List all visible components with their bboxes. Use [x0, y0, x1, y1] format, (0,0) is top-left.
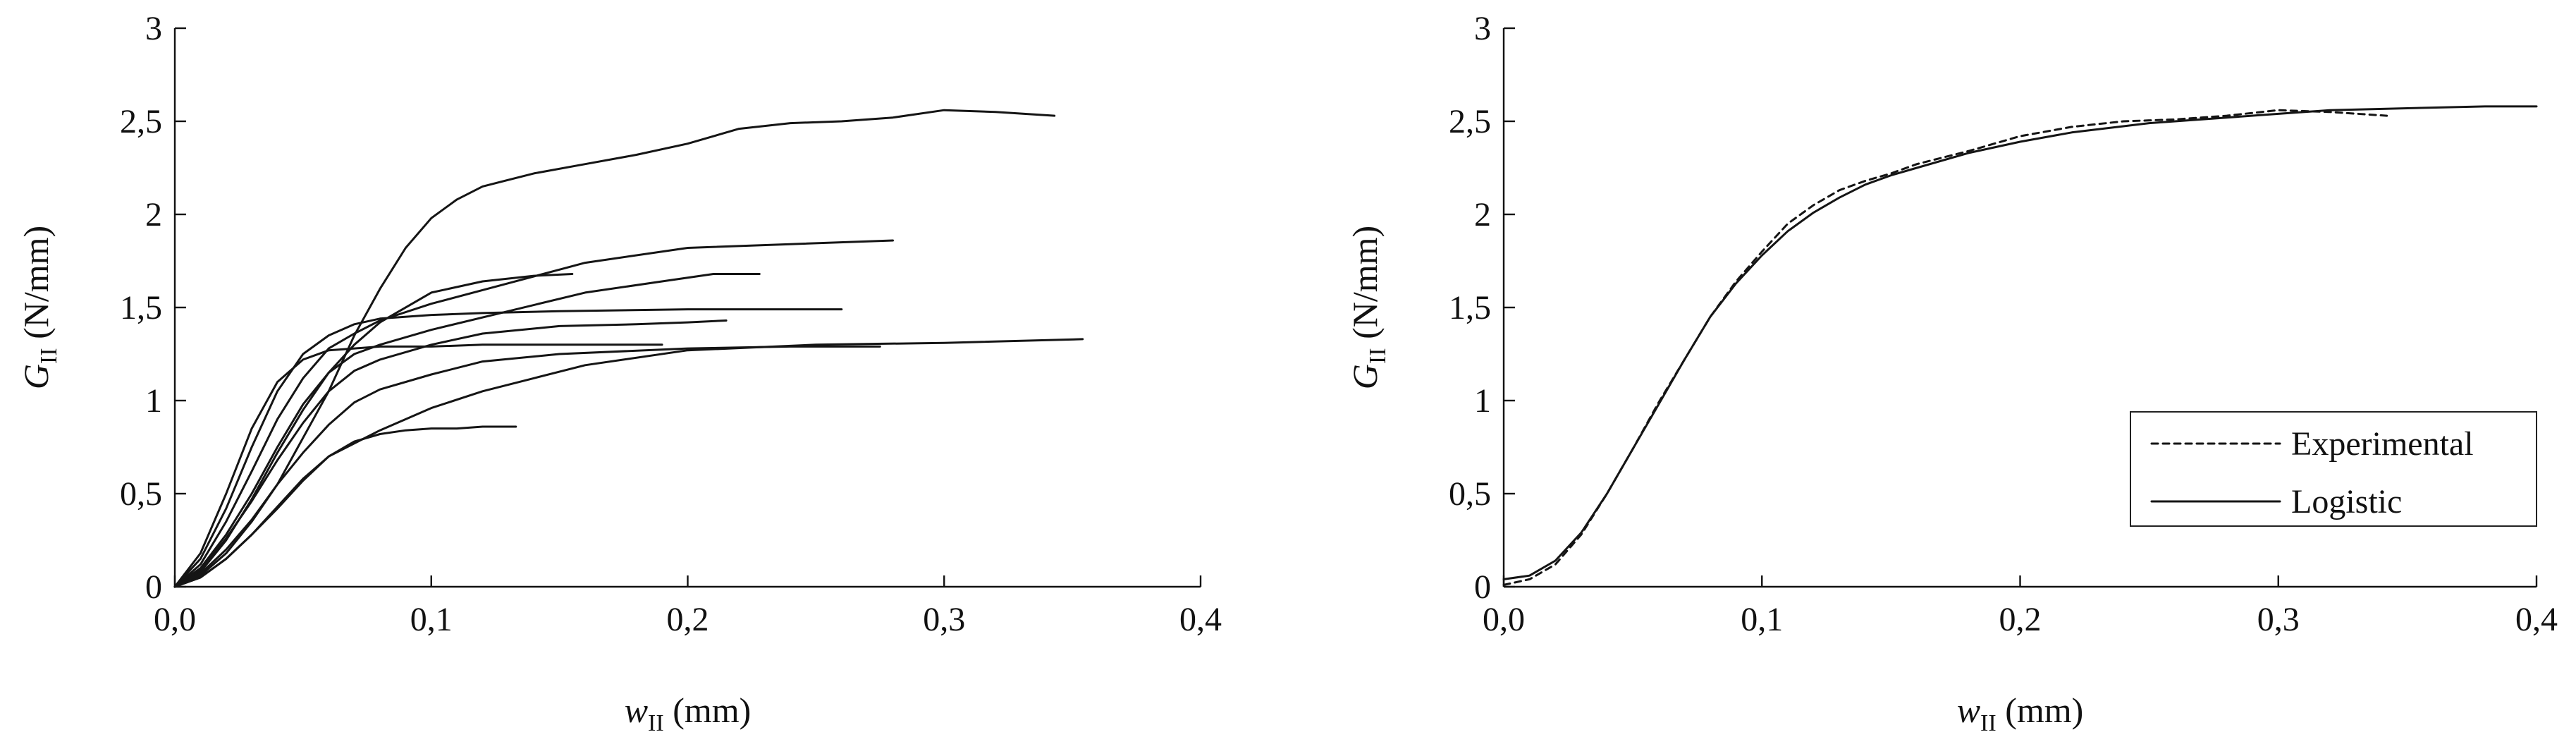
- chart2-y-axis-label: GII (N/mm): [1345, 226, 1391, 389]
- chart1-y-tick-label: 2: [145, 196, 162, 233]
- chart1-series-line-2: [173, 239, 894, 588]
- chart2-series-line-2: [1502, 105, 2538, 580]
- chart2-x-tick-label: 0,0: [1483, 601, 1525, 638]
- chart1-y-tick-label: 1,5: [120, 289, 162, 327]
- chart1-series-line-6: [173, 273, 574, 588]
- chart1-series-line-1: [173, 109, 1056, 588]
- chart1-y-tick-label: 1: [145, 382, 162, 420]
- chart1-series-line-9: [173, 345, 881, 588]
- chart2-legend: Experimental Logistic: [2130, 411, 2537, 527]
- chart1-y-tick-label: 3: [145, 10, 162, 47]
- chart2-panel: 0,0 0,1 0,2 0,3 0,4 0 0,5 1 1,5 2 2,5 3 wII (mm) GII …: [1345, 10, 2558, 736]
- chart1-series-line-8: [173, 338, 1084, 588]
- chart1-y-tick-label: 0,5: [120, 475, 162, 513]
- chart1-series-line-4: [173, 308, 843, 588]
- chart2-x-tick-label: 0,2: [1999, 601, 2042, 638]
- chart1-x-tick-label: 0,0: [154, 601, 196, 638]
- legend-box: [2130, 411, 2537, 527]
- chart2-y-tick-label: 1: [1474, 382, 1491, 420]
- chart2-y-tick-label: 0: [1474, 568, 1491, 606]
- chart1-y-axis-label: GII (N/mm): [16, 226, 62, 389]
- chart2-y-tick-label: 2: [1474, 196, 1491, 233]
- chart2-x-tick-label: 0,1: [1741, 601, 1783, 638]
- chart2-y-tick-label: 0,5: [1449, 475, 1491, 513]
- chart1-y-tick-label: 0: [145, 568, 162, 606]
- chart2-x-tick-label: 0,3: [2257, 601, 2300, 638]
- chart1-x-tick-label: 0,1: [410, 601, 453, 638]
- chart2-y-tick-label: 3: [1474, 10, 1491, 47]
- chart2-y-tick-label: 2,5: [1449, 103, 1491, 140]
- legend-label: Experimental: [2291, 425, 2474, 463]
- chart2-y-tick-label: 1,5: [1449, 289, 1491, 327]
- chart1-x-tick-label: 0,2: [667, 601, 709, 638]
- chart1-series-line-5: [173, 319, 728, 588]
- chart1-x-axis-label: wII (mm): [625, 690, 752, 736]
- chart2-x-axis-label: wII (mm): [1957, 690, 2084, 736]
- chart1-x-tick-label: 0,4: [1179, 601, 1222, 638]
- chart1-panel: 0,0 0,1 0,2 0,3 0,4 0 0,5 1 1,5 2 2,5 3 wII (mm) GII …: [16, 10, 1222, 736]
- chart1-series-line-3: [173, 273, 761, 588]
- legend-label: Logistic: [2291, 483, 2402, 520]
- chart2-x-tick-label: 0,4: [2515, 601, 2558, 638]
- chart1-y-tick-label: 2,5: [120, 103, 162, 140]
- chart1-series-line-10: [173, 425, 517, 588]
- chart1-series-line-7: [173, 343, 663, 588]
- chart1-x-tick-label: 0,3: [923, 601, 965, 638]
